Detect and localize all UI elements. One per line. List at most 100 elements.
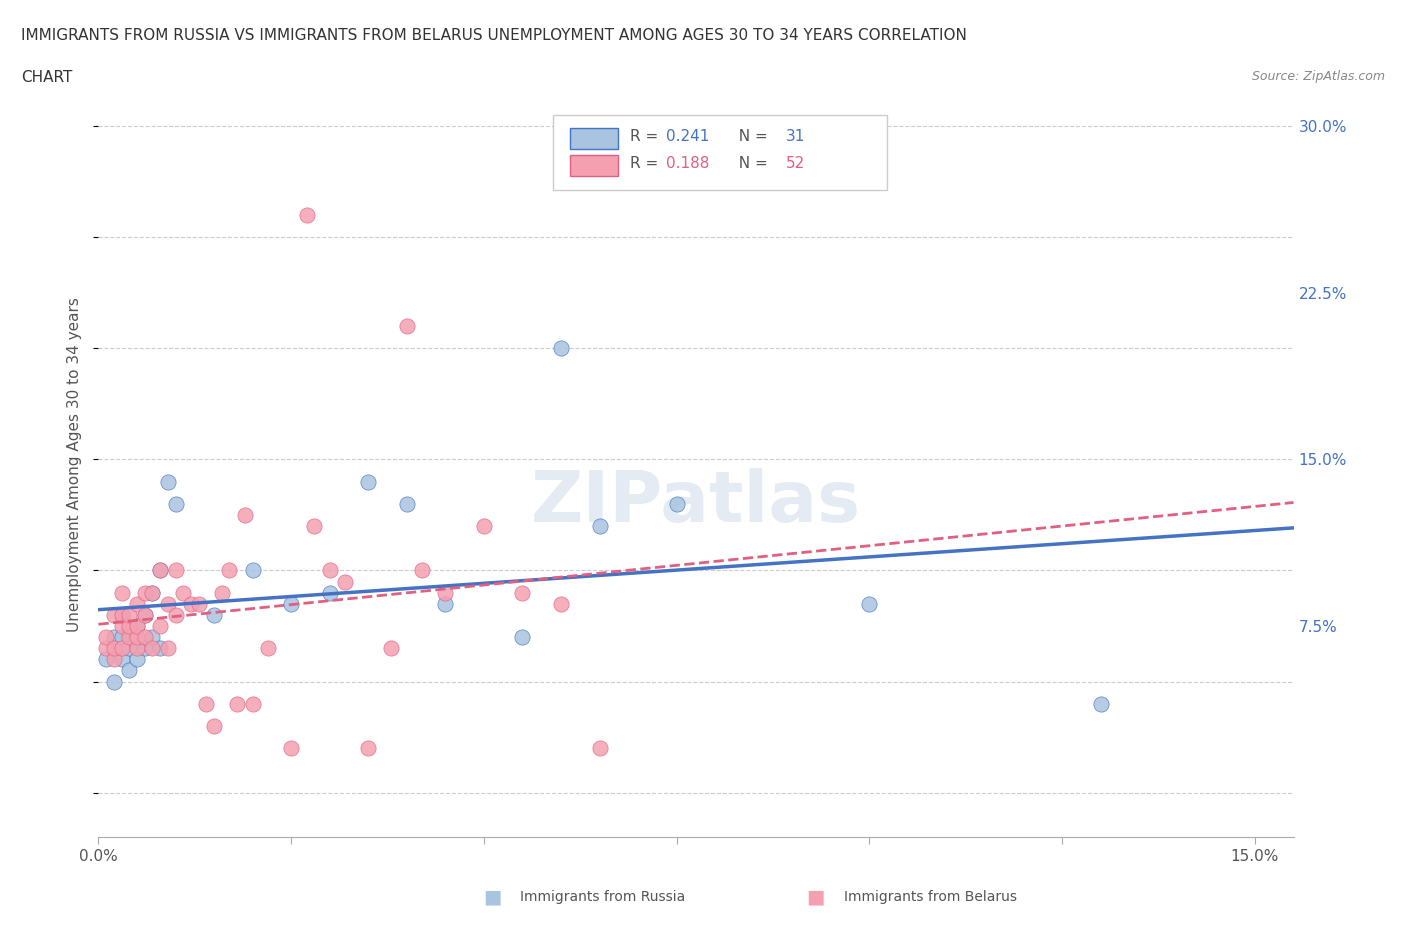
- Point: [141, 585, 163, 600]
- Point: [134, 585, 156, 600]
- Text: R =: R =: [630, 128, 664, 143]
- Point: [125, 596, 148, 611]
- Point: [156, 474, 179, 489]
- Point: [434, 596, 457, 611]
- Point: [94, 641, 117, 656]
- Point: [218, 563, 240, 578]
- Point: [103, 607, 125, 622]
- Point: [103, 674, 125, 689]
- Point: [357, 740, 380, 755]
- Point: [110, 607, 132, 622]
- Point: [280, 596, 302, 611]
- Point: [118, 663, 141, 678]
- Point: [149, 563, 172, 578]
- Point: [134, 630, 156, 644]
- Point: [110, 618, 132, 633]
- Point: [395, 319, 418, 334]
- Text: R =: R =: [630, 156, 664, 171]
- Point: [156, 596, 179, 611]
- Point: [211, 585, 233, 600]
- Point: [149, 563, 172, 578]
- Text: 0.188: 0.188: [666, 156, 710, 171]
- Point: [165, 563, 187, 578]
- Point: [180, 596, 202, 611]
- Point: [395, 497, 418, 512]
- Point: [380, 641, 402, 656]
- Point: [134, 607, 156, 622]
- Point: [125, 641, 148, 656]
- Point: [242, 697, 264, 711]
- Point: [110, 607, 132, 622]
- Text: Immigrants from Russia: Immigrants from Russia: [520, 890, 686, 905]
- Text: 0.241: 0.241: [666, 128, 710, 143]
- Text: CHART: CHART: [21, 70, 73, 85]
- Point: [319, 585, 342, 600]
- Point: [195, 697, 218, 711]
- Point: [110, 585, 132, 600]
- Point: [118, 641, 141, 656]
- Text: ■: ■: [482, 888, 502, 907]
- Point: [134, 607, 156, 622]
- Text: N =: N =: [730, 128, 773, 143]
- Point: [280, 740, 302, 755]
- Point: [357, 474, 380, 489]
- Point: [202, 719, 225, 734]
- Text: IMMIGRANTS FROM RUSSIA VS IMMIGRANTS FROM BELARUS UNEMPLOYMENT AMONG AGES 30 TO : IMMIGRANTS FROM RUSSIA VS IMMIGRANTS FRO…: [21, 28, 967, 43]
- Point: [149, 618, 172, 633]
- Point: [165, 497, 187, 512]
- Point: [304, 519, 326, 534]
- Text: Immigrants from Belarus: Immigrants from Belarus: [844, 890, 1017, 905]
- Text: 52: 52: [786, 156, 804, 171]
- Point: [165, 607, 187, 622]
- Point: [125, 618, 148, 633]
- Y-axis label: Unemployment Among Ages 30 to 34 years: Unemployment Among Ages 30 to 34 years: [67, 298, 83, 632]
- Text: 31: 31: [786, 128, 806, 143]
- Point: [434, 585, 457, 600]
- Point: [202, 607, 225, 622]
- Point: [665, 497, 688, 512]
- Point: [110, 630, 132, 644]
- Text: Source: ZipAtlas.com: Source: ZipAtlas.com: [1251, 70, 1385, 83]
- Point: [512, 630, 534, 644]
- Text: ■: ■: [806, 888, 825, 907]
- Point: [257, 641, 280, 656]
- Point: [187, 596, 209, 611]
- Point: [110, 652, 132, 667]
- Point: [103, 641, 125, 656]
- Point: [149, 641, 172, 656]
- Point: [141, 630, 163, 644]
- Point: [588, 519, 610, 534]
- Point: [118, 618, 141, 633]
- Point: [125, 618, 148, 633]
- Text: ZIPatlas: ZIPatlas: [531, 468, 860, 537]
- FancyBboxPatch shape: [553, 115, 887, 190]
- Point: [295, 207, 318, 222]
- FancyBboxPatch shape: [571, 128, 619, 149]
- Point: [94, 652, 117, 667]
- Point: [110, 641, 132, 656]
- Point: [125, 630, 148, 644]
- Point: [94, 630, 117, 644]
- Point: [472, 519, 495, 534]
- Point: [118, 607, 141, 622]
- Point: [411, 563, 433, 578]
- Text: N =: N =: [730, 156, 773, 171]
- Point: [103, 652, 125, 667]
- Point: [512, 585, 534, 600]
- Point: [333, 574, 356, 589]
- Point: [588, 740, 610, 755]
- Point: [242, 563, 264, 578]
- Point: [134, 641, 156, 656]
- Point: [226, 697, 249, 711]
- Point: [1090, 697, 1112, 711]
- Point: [156, 641, 179, 656]
- Point: [118, 630, 141, 644]
- FancyBboxPatch shape: [571, 155, 619, 177]
- Point: [319, 563, 342, 578]
- Point: [141, 641, 163, 656]
- Point: [550, 596, 572, 611]
- Point: [172, 585, 194, 600]
- Point: [858, 596, 880, 611]
- Point: [550, 341, 572, 356]
- Point: [125, 652, 148, 667]
